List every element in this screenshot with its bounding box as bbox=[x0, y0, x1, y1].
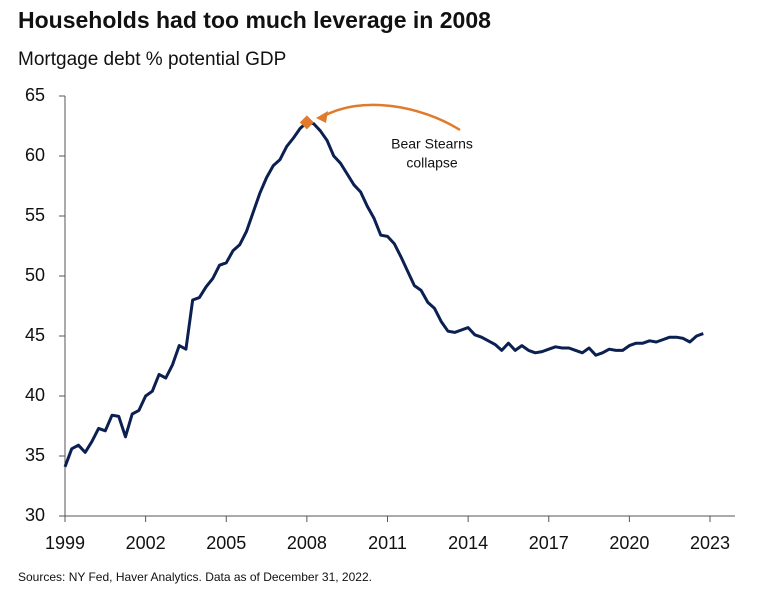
x-tick-label: 2020 bbox=[609, 533, 649, 553]
annotation-arrow bbox=[321, 103, 461, 132]
chart-title: Households had too much leverage in 2008 bbox=[18, 7, 491, 33]
series-line bbox=[63, 120, 704, 468]
x-tick-label: 2023 bbox=[690, 533, 730, 553]
annotation-marker bbox=[299, 115, 314, 130]
y-tick-label: 30 bbox=[25, 505, 45, 525]
source-note: Sources: NY Fed, Haver Analytics. Data a… bbox=[18, 570, 372, 584]
x-tick-label: 2005 bbox=[206, 533, 246, 553]
y-tick-label: 55 bbox=[25, 205, 45, 225]
y-tick-label: 65 bbox=[25, 85, 45, 105]
x-tick-label: 2011 bbox=[368, 533, 407, 553]
x-tick-label: 2017 bbox=[529, 533, 569, 553]
annotation-text: Bear Stearns bbox=[391, 136, 473, 152]
x-tick-label: 2014 bbox=[448, 533, 488, 553]
annotation-arrowhead bbox=[316, 111, 328, 123]
annotation-text: collapse bbox=[406, 155, 458, 171]
chart-subtitle: Mortgage debt % potential GDP bbox=[18, 49, 286, 70]
x-tick-label: 2002 bbox=[126, 533, 166, 553]
y-tick-label: 50 bbox=[25, 265, 45, 285]
y-tick-label: 40 bbox=[25, 385, 45, 405]
y-tick-label: 60 bbox=[25, 145, 45, 165]
y-tick-label: 45 bbox=[25, 325, 45, 345]
x-tick-label: 1999 bbox=[45, 533, 85, 553]
x-tick-label: 2008 bbox=[287, 533, 327, 553]
y-tick-label: 35 bbox=[25, 445, 45, 465]
